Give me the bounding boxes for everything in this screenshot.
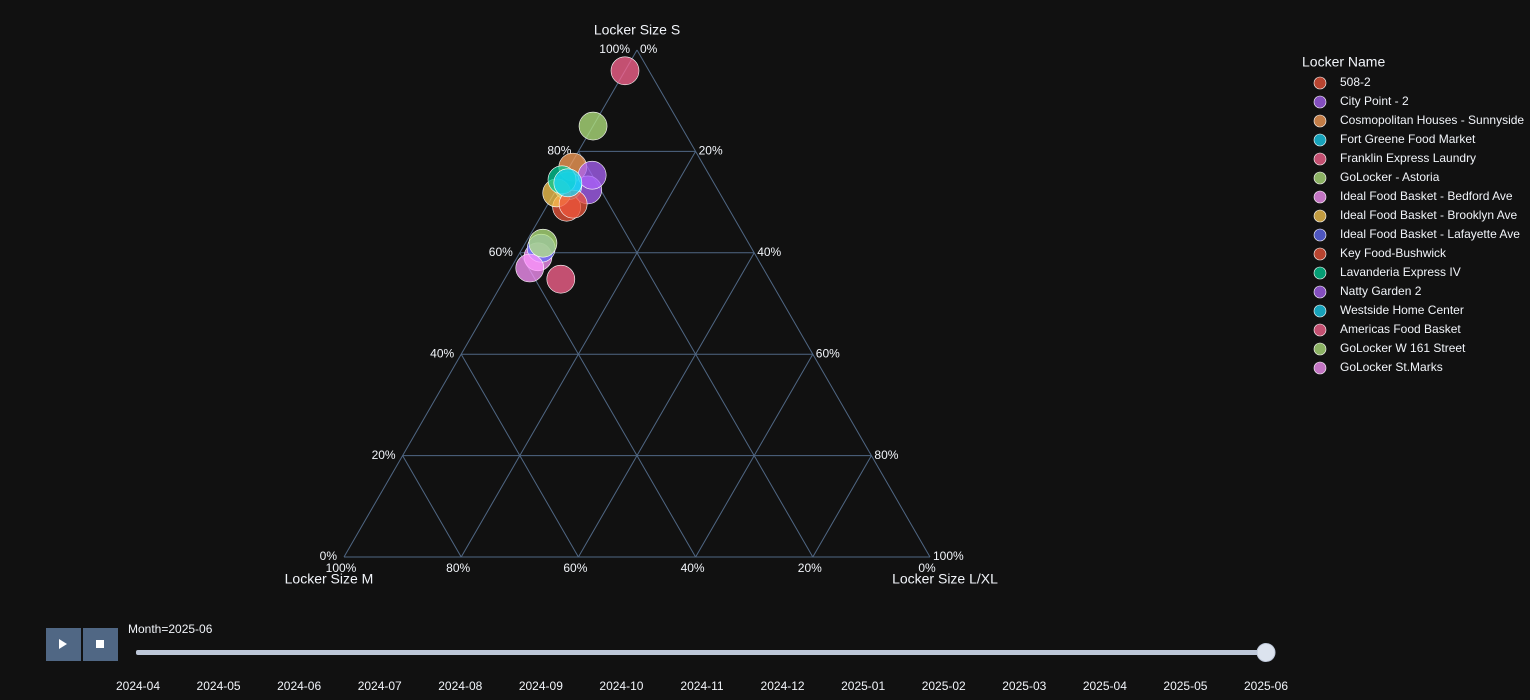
legend-label[interactable]: Key Food-Bushwick bbox=[1340, 246, 1447, 260]
slider-track[interactable] bbox=[136, 650, 1267, 655]
legend-label[interactable]: Ideal Food Basket - Bedford Ave bbox=[1340, 189, 1513, 203]
slider-step-label[interactable]: 2024-10 bbox=[599, 679, 643, 693]
tick-label: 0% bbox=[918, 561, 936, 575]
slider-step-label[interactable]: 2025-05 bbox=[1163, 679, 1207, 693]
legend-marker[interactable] bbox=[1313, 266, 1327, 280]
tick-label: 100% bbox=[326, 561, 357, 575]
grid-line bbox=[636, 49, 931, 558]
a-axis-title: Locker Size S bbox=[594, 22, 680, 38]
data-point[interactable] bbox=[610, 56, 640, 86]
tick-label: 0% bbox=[640, 42, 658, 56]
legend-marker[interactable] bbox=[1313, 76, 1327, 90]
data-point[interactable] bbox=[553, 168, 583, 198]
grid-line bbox=[812, 455, 872, 558]
legend-marker[interactable] bbox=[1313, 285, 1327, 299]
tick-label: 40% bbox=[430, 346, 454, 360]
legend-label[interactable]: 508-2 bbox=[1340, 75, 1371, 89]
tick-label: 40% bbox=[681, 561, 705, 575]
legend-title: Locker Name bbox=[1302, 54, 1385, 70]
legend-label[interactable]: GoLocker - Astoria bbox=[1340, 170, 1440, 184]
legend-marker[interactable] bbox=[1313, 228, 1327, 242]
slider-step-label[interactable]: 2024-12 bbox=[761, 679, 805, 693]
stop-icon bbox=[96, 640, 104, 648]
legend-marker[interactable] bbox=[1313, 247, 1327, 261]
stop-button[interactable] bbox=[83, 628, 118, 661]
tick-label: 80% bbox=[547, 144, 571, 158]
legend-marker[interactable] bbox=[1313, 361, 1327, 375]
tick-label: 60% bbox=[563, 561, 587, 575]
slider-step-label[interactable]: 2024-07 bbox=[358, 679, 402, 693]
legend-marker[interactable] bbox=[1313, 114, 1327, 128]
legend-marker[interactable] bbox=[1313, 133, 1327, 147]
tick-label: 0% bbox=[320, 549, 338, 563]
slider-step-label[interactable]: 2025-01 bbox=[841, 679, 885, 693]
c-axis-title: Locker Size L/XL bbox=[892, 571, 998, 587]
grid-line bbox=[402, 455, 462, 558]
legend-marker[interactable] bbox=[1313, 323, 1327, 337]
legend-label[interactable]: Ideal Food Basket - Brooklyn Ave bbox=[1340, 208, 1518, 222]
tick-label: 20% bbox=[798, 561, 822, 575]
slider-step-label[interactable]: 2024-08 bbox=[438, 679, 482, 693]
tick-label: 100% bbox=[933, 549, 964, 563]
slider-step-label[interactable]: 2024-09 bbox=[519, 679, 563, 693]
legend-marker[interactable] bbox=[1313, 304, 1327, 318]
slider-current-value: Month=2025-06 bbox=[128, 622, 213, 636]
legend-label[interactable]: Ideal Food Basket - Lafayette Ave bbox=[1340, 227, 1520, 241]
data-point[interactable] bbox=[515, 253, 545, 283]
play-icon bbox=[59, 639, 67, 649]
legend-label[interactable]: City Point - 2 bbox=[1340, 94, 1409, 108]
legend-marker[interactable] bbox=[1313, 209, 1327, 223]
legend-label[interactable]: Westside Home Center bbox=[1340, 303, 1464, 317]
legend-marker[interactable] bbox=[1313, 190, 1327, 204]
legend-label[interactable]: GoLocker St.Marks bbox=[1340, 360, 1443, 374]
data-point[interactable] bbox=[578, 111, 608, 141]
legend-label[interactable]: Natty Garden 2 bbox=[1340, 284, 1422, 298]
data-point[interactable] bbox=[577, 160, 607, 190]
legend-label[interactable]: Franklin Express Laundry bbox=[1340, 151, 1476, 165]
tick-label: 60% bbox=[489, 245, 513, 259]
slider-step-label[interactable]: 2025-03 bbox=[1002, 679, 1046, 693]
legend-marker[interactable] bbox=[1313, 342, 1327, 356]
slider-step-label[interactable]: 2024-06 bbox=[277, 679, 321, 693]
tick-label: 80% bbox=[874, 448, 898, 462]
legend-label[interactable]: Cosmopolitan Houses - Sunnyside bbox=[1340, 113, 1524, 127]
legend-label[interactable]: Fort Greene Food Market bbox=[1340, 132, 1476, 146]
legend-label[interactable]: GoLocker W 161 Street bbox=[1340, 341, 1466, 355]
legend-label[interactable]: Americas Food Basket bbox=[1340, 322, 1461, 336]
grid-line bbox=[695, 353, 814, 558]
slider-step-label[interactable]: 2024-11 bbox=[680, 679, 723, 693]
tick-label: 40% bbox=[757, 245, 781, 259]
grid-line bbox=[577, 252, 755, 558]
tick-label: 100% bbox=[599, 42, 630, 56]
legend-marker[interactable] bbox=[1313, 171, 1327, 185]
tick-label: 80% bbox=[446, 561, 470, 575]
grid-line bbox=[519, 252, 697, 558]
slider-step-label[interactable]: 2025-04 bbox=[1083, 679, 1127, 693]
slider-step-label[interactable]: 2025-06 bbox=[1244, 679, 1288, 693]
grid-line bbox=[460, 151, 697, 558]
tick-label: 20% bbox=[372, 448, 396, 462]
data-point[interactable] bbox=[546, 264, 576, 294]
slider-step-label[interactable]: 2024-04 bbox=[116, 679, 160, 693]
slider-step-label[interactable]: 2025-02 bbox=[922, 679, 966, 693]
legend-marker[interactable] bbox=[1313, 95, 1327, 109]
slider-step-label[interactable]: 2024-05 bbox=[197, 679, 241, 693]
slider-handle[interactable] bbox=[1256, 643, 1276, 662]
legend-label[interactable]: Lavanderia Express IV bbox=[1340, 265, 1461, 279]
data-point[interactable] bbox=[528, 228, 558, 258]
play-button[interactable] bbox=[46, 628, 81, 661]
tick-label: 60% bbox=[816, 346, 840, 360]
b-axis-title: Locker Size M bbox=[285, 571, 374, 587]
legend-marker[interactable] bbox=[1313, 152, 1327, 166]
tick-label: 20% bbox=[699, 144, 723, 158]
